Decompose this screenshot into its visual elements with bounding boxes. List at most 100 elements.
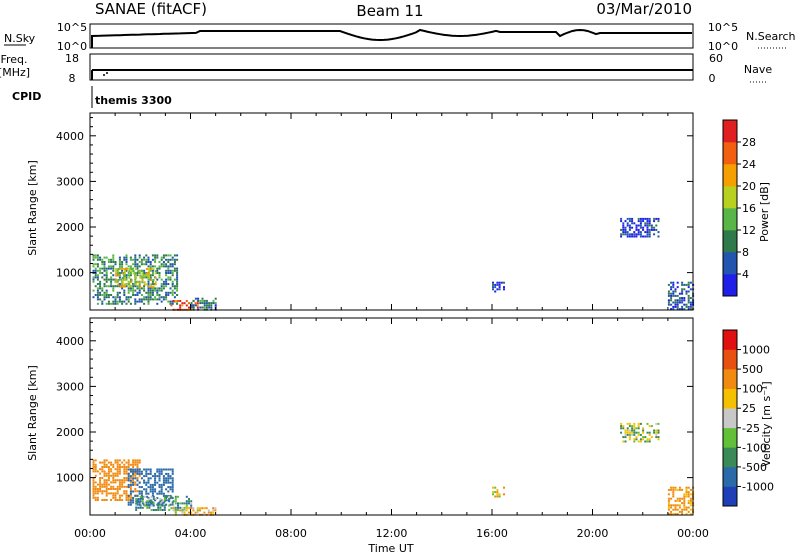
- velocity-colorbar-label: Velocity [m s⁻¹]: [760, 381, 773, 466]
- velocity-cell-r1: [171, 490, 174, 493]
- velocity-cell-r0: [134, 463, 137, 466]
- velocity-cell-r0: [118, 470, 121, 473]
- power-cell-r0: [96, 294, 99, 296]
- nave-label: Nave: [744, 63, 772, 76]
- velocity-cell-r0: [118, 459, 121, 462]
- power-cell-r0: [176, 267, 179, 270]
- velocity-cell-r2: [152, 495, 155, 498]
- velocity-cell-r5: [620, 422, 623, 425]
- velocity-cell-r1: [165, 481, 168, 484]
- velocity-cell-r6: [689, 502, 692, 505]
- velocity-cell-r3: [174, 509, 177, 512]
- velocity-cell-r0: [107, 479, 110, 482]
- power-cell-r1: [117, 268, 120, 270]
- power-cell-r5: [639, 220, 642, 223]
- power-cell-r0: [169, 278, 172, 281]
- power-cell-r0: [173, 296, 176, 299]
- velocity-cell-r0: [107, 477, 110, 479]
- power-cell-r0: [149, 289, 152, 292]
- velocity-cell-r0: [127, 499, 130, 501]
- power-cell-r0: [147, 258, 150, 261]
- velocity-cell-r0: [114, 496, 117, 499]
- power-cell-r0: [158, 265, 161, 268]
- power-cell-r0: [165, 285, 168, 288]
- velocity-cell-r2: [152, 509, 155, 511]
- velocity-cell-r5: [642, 436, 645, 439]
- power-cell-r6: [672, 305, 675, 308]
- power-cell-r4: [494, 283, 497, 286]
- power-cell-r0: [165, 278, 168, 281]
- velocity-cell-r6: [672, 504, 675, 507]
- power-cell-r0: [149, 298, 152, 301]
- velocity-cell-r1: [145, 481, 148, 484]
- velocity-cell-r1: [140, 470, 143, 473]
- velocity-cell-r0: [114, 472, 117, 475]
- velocity-cell-r3: [207, 509, 210, 512]
- velocity-colorbar-tick-label-6: -500: [742, 461, 767, 474]
- power-cell-r0: [99, 267, 102, 270]
- power-cell-r0: [156, 298, 159, 301]
- power-cell-r0: [96, 269, 99, 272]
- power-colorbar-tick-label-5: 24: [742, 158, 756, 171]
- velocity-cell-r2: [144, 495, 146, 498]
- velocity-cell-r2: [177, 509, 179, 511]
- power-cell-r0: [162, 280, 165, 283]
- velocity-cell-r1: [134, 477, 137, 480]
- power-cell-r1: [128, 274, 131, 277]
- velocity-cell-r1: [127, 501, 130, 504]
- velocity-cell-r0: [105, 474, 108, 477]
- velocity-cell-r5: [633, 427, 636, 430]
- power-cell-r0: [171, 269, 174, 272]
- power-cell-r4: [498, 283, 501, 286]
- velocity-cell-r0: [114, 474, 117, 477]
- velocity-cell-r6: [689, 497, 692, 500]
- power-cell-r0: [151, 269, 154, 272]
- power-cell-r1: [145, 274, 148, 277]
- power-cell-r0: [162, 261, 165, 263]
- power-cell-r0: [176, 280, 179, 283]
- power-cell-r6: [672, 283, 675, 286]
- power-cell-r0: [96, 274, 99, 277]
- power-cell-r4: [492, 281, 494, 284]
- velocity-cell-r1: [154, 479, 157, 482]
- power-cell-r0: [145, 291, 148, 294]
- velocity-cell-r2: [159, 500, 162, 503]
- velocity-cell-r6: [667, 497, 670, 500]
- power-cell-r5: [628, 226, 631, 229]
- power-cell-r0: [154, 289, 157, 292]
- velocity-cell-r0: [129, 463, 132, 466]
- velocity-cell-r2: [181, 502, 184, 505]
- velocity-cell-r5: [637, 422, 640, 425]
- x-axis-label: Time UT: [367, 542, 413, 554]
- velocity-cell-r0: [107, 468, 110, 471]
- power-cell-r6: [681, 281, 684, 284]
- power-cell-r6: [667, 292, 670, 295]
- power-cell-r0: [112, 296, 115, 299]
- power-cell-r0: [103, 298, 106, 301]
- power-cell-r5: [624, 231, 627, 234]
- velocity-cell-r6: [687, 499, 690, 502]
- power-cell-r0: [107, 278, 110, 281]
- velocity-cell-r0: [125, 468, 128, 471]
- power-cell-r3: [212, 299, 215, 302]
- power-cell-r5: [644, 231, 647, 234]
- velocity-cell-r0: [112, 488, 115, 490]
- velocity-cell-r0: [116, 459, 119, 462]
- power-cell-r0: [112, 258, 115, 261]
- velocity-cell-r1: [132, 468, 135, 471]
- power-cell-r0: [171, 265, 174, 268]
- velocity-cell-r4: [494, 495, 497, 498]
- power-cell-r0: [118, 258, 121, 261]
- velocity-cell-r0: [92, 490, 95, 493]
- velocity-cell-r6: [670, 506, 673, 509]
- velocity-cell-r6: [667, 488, 670, 491]
- power-cell-r0: [123, 294, 126, 296]
- velocity-cell-r1: [169, 497, 172, 500]
- velocity-cell-r0: [112, 472, 115, 475]
- power-cell-r1: [117, 270, 120, 273]
- power-cell-r6: [670, 299, 673, 302]
- power-cell-r0: [99, 283, 102, 285]
- velocity-cell-r5: [633, 429, 636, 432]
- velocity-cell-r1: [138, 481, 141, 484]
- velocity-cell-r0: [92, 488, 95, 490]
